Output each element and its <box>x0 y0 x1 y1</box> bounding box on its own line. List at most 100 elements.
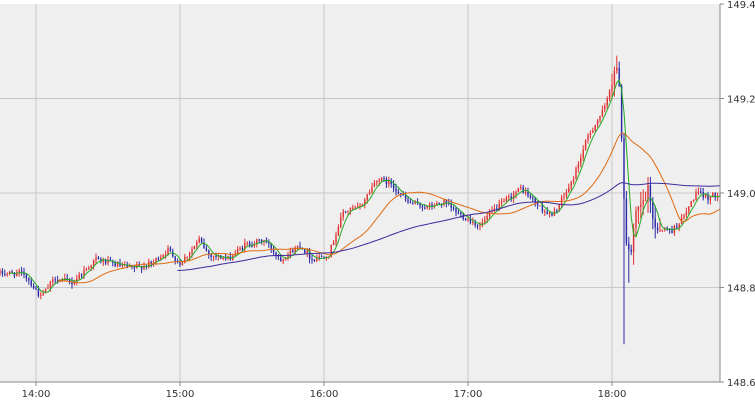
candle-body <box>138 265 140 267</box>
candle-body <box>32 285 35 288</box>
candle-body <box>25 274 28 279</box>
candle-body <box>280 256 282 262</box>
candle-body <box>534 198 536 203</box>
candle-body <box>181 262 184 266</box>
ma-line-short <box>9 79 721 293</box>
candle-body <box>611 84 613 91</box>
candle-body <box>215 255 217 257</box>
candle-body <box>100 258 102 262</box>
candle-body <box>385 179 388 185</box>
candle-body <box>582 149 584 158</box>
grid-lines <box>0 4 720 382</box>
candle-body <box>150 261 152 264</box>
candle-body <box>548 213 551 215</box>
candle-body <box>296 246 299 248</box>
candle-body <box>659 230 661 232</box>
candle-body <box>13 272 16 276</box>
candle-body <box>268 242 270 244</box>
candle-body <box>361 204 364 206</box>
x-tick-label: 14:00 <box>22 389 51 400</box>
candle-body <box>390 180 392 185</box>
candle-body <box>388 180 390 185</box>
x-axis-ticks: 14:00 15:00 16:00 17:00 18:00 <box>22 382 626 400</box>
candle-body <box>325 257 328 259</box>
candle-body <box>68 279 71 282</box>
candle-body <box>44 288 47 294</box>
candle-body <box>35 287 37 290</box>
candle-body <box>97 257 100 259</box>
candle-body <box>486 216 488 220</box>
candle-body <box>460 212 462 214</box>
candle-body <box>685 211 688 216</box>
candle-body <box>558 204 560 211</box>
candle-body <box>248 242 251 246</box>
candle-body <box>16 272 18 276</box>
candle-body <box>628 243 630 250</box>
candle-body <box>690 200 692 207</box>
candle-body <box>592 130 594 133</box>
candle-body <box>167 247 169 254</box>
candle-body <box>469 218 472 223</box>
candle-body <box>587 135 589 141</box>
candle-body <box>8 271 11 274</box>
candle-body <box>344 211 347 213</box>
candle-body <box>608 90 611 99</box>
candle-body <box>551 213 553 216</box>
candle-body <box>695 192 697 200</box>
candle-body <box>412 203 414 205</box>
candle-body <box>71 281 73 285</box>
candle-body <box>556 210 558 212</box>
candle-body <box>577 164 580 169</box>
candle-body <box>354 207 356 209</box>
candle-body <box>107 259 109 264</box>
candle-body <box>541 205 544 212</box>
candle-body <box>414 201 416 204</box>
candle-body <box>395 188 397 192</box>
candle-body <box>241 247 244 250</box>
candle-body <box>316 258 318 261</box>
candle-body <box>208 250 210 255</box>
candle-body <box>378 180 380 182</box>
candle-body <box>397 191 400 194</box>
candle-body <box>450 203 452 208</box>
candle-body <box>164 253 167 255</box>
candle-body <box>352 207 354 209</box>
candle-body <box>42 293 44 295</box>
candle-body <box>292 250 294 253</box>
candle-body <box>522 187 524 193</box>
candle-body <box>678 224 680 228</box>
candle-body <box>210 254 212 257</box>
candle-body <box>649 185 652 203</box>
candle-body <box>335 234 337 243</box>
candle-body <box>155 258 157 262</box>
candle-body <box>265 240 268 243</box>
candle-body <box>584 140 587 150</box>
candle-body <box>563 196 565 198</box>
candle-body <box>479 225 481 227</box>
candle-body <box>426 205 428 208</box>
candle-body <box>493 208 496 211</box>
candle-body <box>272 249 275 253</box>
candle-body <box>445 200 448 203</box>
candle-body <box>368 192 371 195</box>
candle-body <box>294 247 296 253</box>
candle-body <box>109 259 112 261</box>
candle-body <box>212 255 215 257</box>
candle-body <box>260 239 263 243</box>
candle-body <box>258 239 260 241</box>
candle-body <box>683 215 685 218</box>
candle-body <box>472 221 474 223</box>
candle-body <box>47 287 49 289</box>
candle-body <box>196 242 198 246</box>
candle-body <box>340 216 342 227</box>
candle-body <box>517 187 520 192</box>
candle-body <box>179 261 181 266</box>
x-tick-label: 17:00 <box>454 389 483 400</box>
candle-body <box>635 210 637 229</box>
candle-body <box>508 196 510 198</box>
candle-body <box>467 218 469 221</box>
x-tick-label: 15:00 <box>166 389 195 400</box>
candle-body <box>620 85 623 139</box>
candle-body <box>88 268 90 270</box>
candle-body <box>61 278 64 280</box>
